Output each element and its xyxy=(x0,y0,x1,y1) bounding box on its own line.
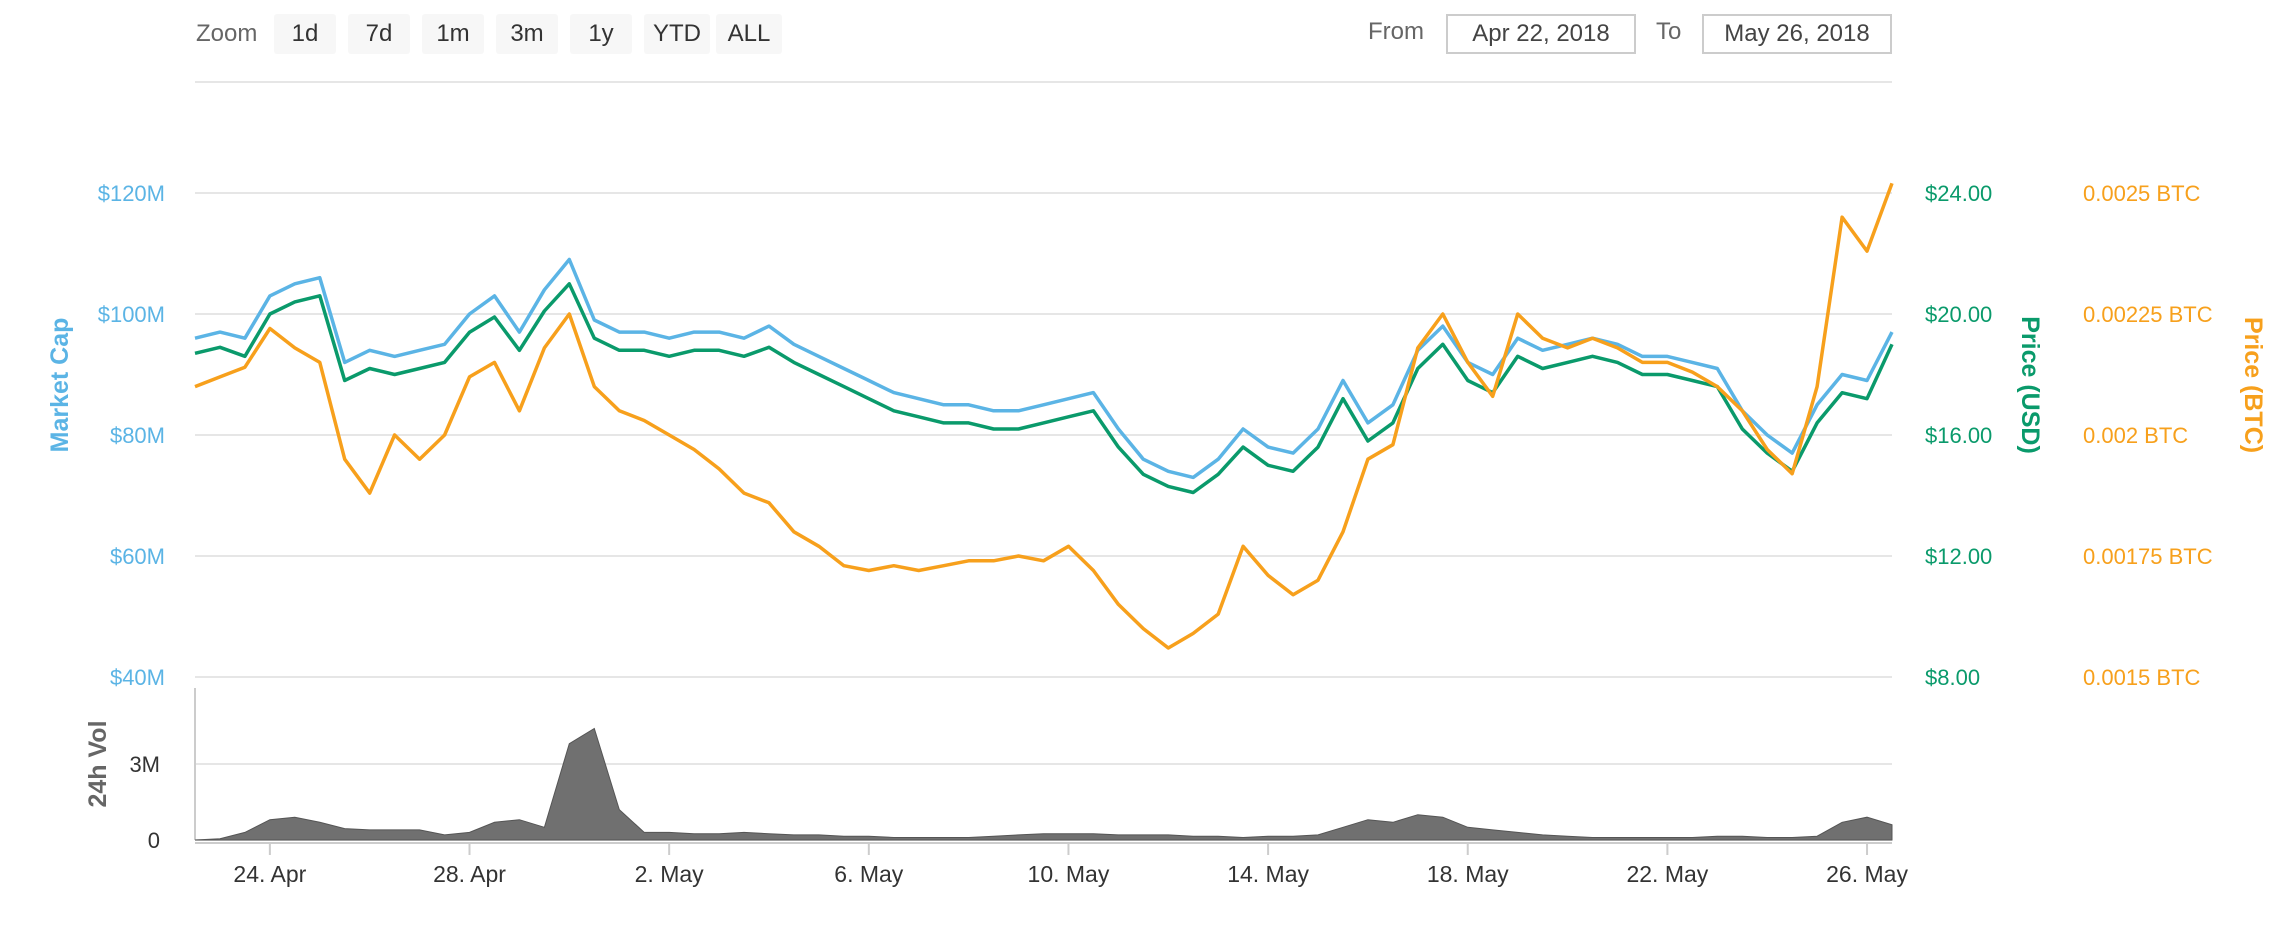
x-tick-label-8: 26. May xyxy=(1826,861,1908,887)
zoom-1d-button[interactable]: 1d xyxy=(274,14,336,54)
market-cap-axis-title: Market Cap xyxy=(46,318,74,453)
x-tick-label-3: 6. May xyxy=(834,861,904,887)
price-lines-layer xyxy=(194,182,1894,650)
x-tick-label-0: 24. Apr xyxy=(233,861,306,887)
market-cap-line xyxy=(194,257,1894,480)
price-btc-tick-label-0: 0.0025 BTC xyxy=(2083,181,2201,206)
volume-axis-title: 24h Vol xyxy=(84,720,112,807)
range-to-label: To xyxy=(1656,18,1682,45)
x-tick-label-7: 22. May xyxy=(1626,861,1708,887)
price-btc-line xyxy=(194,182,1894,650)
axes-layer: 24. Apr 28. Apr 2. May 6. May 10. May 14. May… xyxy=(46,181,2267,887)
x-tick-label-6: 18. May xyxy=(1427,861,1509,887)
price-usd-tick-label-2: $16.00 xyxy=(1925,423,1992,448)
market-cap-tick-label-2: $80M xyxy=(110,423,165,448)
chart-toolbar: Zoom 1d 7d 1m 3m 1y YTD ALL From Apr 22,… xyxy=(0,0,2282,70)
x-tick-label-2: 2. May xyxy=(635,861,705,887)
x-tick-label-1: 28. Apr xyxy=(433,861,506,887)
price-usd-tick-label-0: $24.00 xyxy=(1925,181,1992,206)
volume-area xyxy=(194,727,1893,841)
price-btc-tick-label-1: 0.00225 BTC xyxy=(2083,302,2213,327)
price-btc-tick-label-2: 0.002 BTC xyxy=(2083,423,2188,448)
range-from-input[interactable]: Apr 22, 2018 xyxy=(1446,14,1636,54)
market-cap-tick-label-0: $120M xyxy=(98,181,165,206)
range-from-label: From xyxy=(1368,18,1424,45)
zoom-1m-button[interactable]: 1m xyxy=(422,14,484,54)
chart-grid xyxy=(194,81,1892,844)
zoom-all-button[interactable]: ALL xyxy=(716,14,782,54)
price-usd-tick-label-1: $20.00 xyxy=(1925,302,1992,327)
x-tick-label-4: 10. May xyxy=(1028,861,1110,887)
price-usd-tick-label-4: $8.00 xyxy=(1925,665,1980,690)
market-cap-tick-label-3: $60M xyxy=(110,544,165,569)
price-btc-axis-title: Price (BTC) xyxy=(2239,317,2267,453)
zoom-1y-button[interactable]: 1y xyxy=(570,14,632,54)
zoom-label: Zoom xyxy=(196,20,258,47)
price-btc-tick-label-3: 0.00175 BTC xyxy=(2083,544,2213,569)
volume-area-layer xyxy=(194,727,1893,841)
zoom-3m-button[interactable]: 3m xyxy=(496,14,558,54)
price-btc-tick-label-4: 0.0015 BTC xyxy=(2083,665,2201,690)
price-usd-axis-title: Price (USD) xyxy=(2016,316,2044,454)
price-usd-line xyxy=(194,282,1894,495)
market-cap-tick-label-4: $40M xyxy=(110,665,165,690)
zoom-7d-button[interactable]: 7d xyxy=(348,14,410,54)
volume-tick-label-0: 3M xyxy=(129,752,160,777)
range-to-input[interactable]: May 26, 2018 xyxy=(1702,14,1892,54)
market-cap-tick-label-1: $100M xyxy=(98,302,165,327)
volume-tick-label-1: 0 xyxy=(148,828,160,853)
zoom-ytd-button[interactable]: YTD xyxy=(644,14,710,54)
price-usd-tick-label-3: $12.00 xyxy=(1925,544,1992,569)
x-tick-label-5: 14. May xyxy=(1227,861,1309,887)
